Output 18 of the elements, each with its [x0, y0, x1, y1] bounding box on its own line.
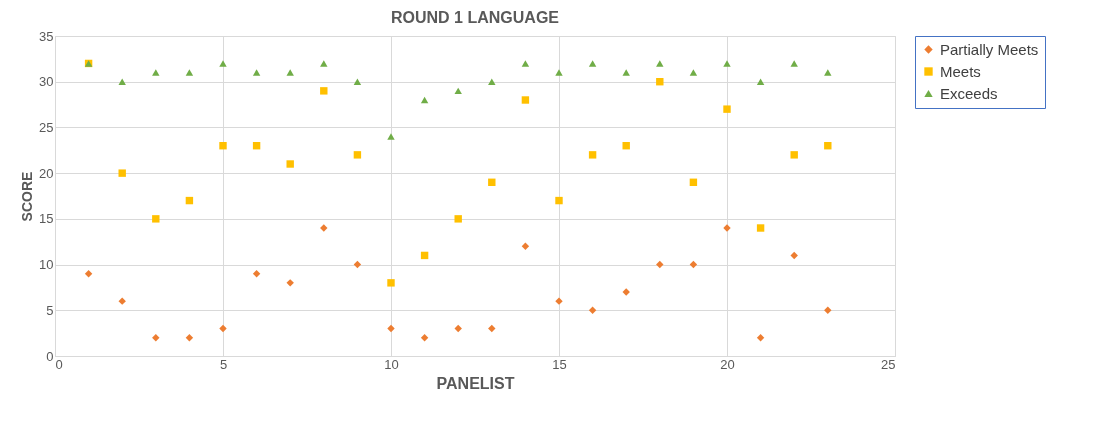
y-tick-label: 25: [39, 119, 54, 135]
y-tick-label: 35: [39, 28, 54, 44]
chart-title: ROUND 1 LANGUAGE: [390, 9, 560, 26]
y-tick-label: 20: [39, 165, 54, 181]
x-tick-label: 10: [384, 356, 399, 372]
y-tick-label: 30: [39, 74, 54, 90]
x-tick-label: 5: [219, 356, 228, 372]
legend-label: Exceeds: [940, 84, 998, 102]
y-tick-label: 15: [39, 211, 54, 227]
legend-label: Partially Meets: [940, 40, 1039, 58]
y-tick-label: 10: [39, 257, 54, 273]
x-tick-label: 25: [881, 356, 896, 372]
legend-label: Meets: [940, 62, 981, 80]
y-tick-label: 5: [46, 302, 54, 318]
x-tick-label: 20: [720, 356, 735, 372]
y-axis-title: SCORE: [19, 171, 36, 222]
x-axis-title: PANELIST: [436, 374, 515, 392]
x-tick-label: 15: [552, 356, 567, 372]
